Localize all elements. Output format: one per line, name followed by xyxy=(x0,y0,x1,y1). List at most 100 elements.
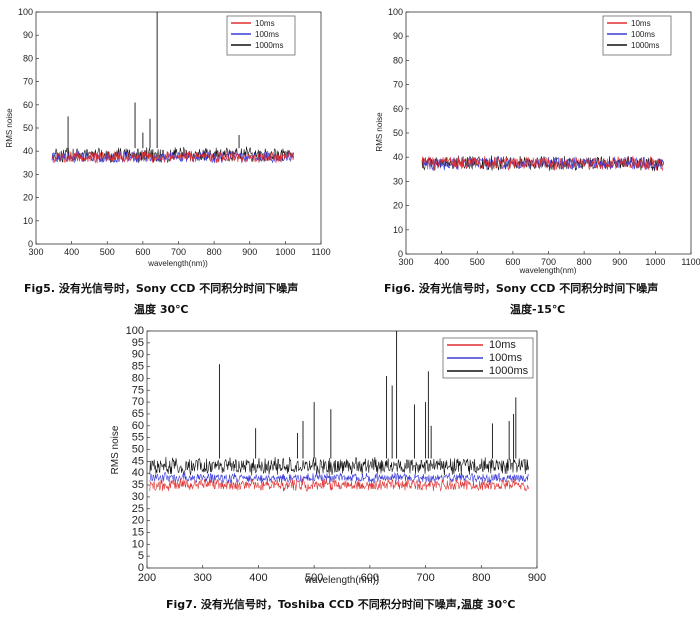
y-tick-label: 20 xyxy=(393,201,403,211)
caption-fig7: Fig7. 没有光信号时，Toshiba CCD 不同积分时间下噪声,温度 30… xyxy=(166,598,516,611)
y-axis-label: RMS noise xyxy=(5,108,14,148)
x-tick-label: 500 xyxy=(305,572,323,584)
x-tick-label: 400 xyxy=(64,247,79,257)
y-tick-label: 10 xyxy=(393,225,403,235)
y-tick-label: 85 xyxy=(132,361,144,373)
x-tick-label: 1000 xyxy=(645,257,665,267)
y-tick-label: 30 xyxy=(393,176,403,186)
y-tick-label: 10 xyxy=(132,538,144,550)
series-line-1000ms xyxy=(149,456,529,476)
x-tick-label: 300 xyxy=(398,257,413,267)
y-tick-label: 40 xyxy=(393,152,403,162)
x-tick-label: 600 xyxy=(361,572,379,584)
x-tick-label: 400 xyxy=(434,257,449,267)
x-tick-label: 600 xyxy=(135,247,150,257)
x-axis-label: wavelength(nm) xyxy=(519,266,577,275)
series-line-1000ms xyxy=(51,146,294,164)
tick-labels: 300 400 500 600 700 800 900 1000 1100 0 10 20 30 40 50… xyxy=(388,7,700,267)
x-axis-label: wavelength(nm)) xyxy=(147,259,208,268)
x-tick-label: 900 xyxy=(242,247,257,257)
y-tick-label: 70 xyxy=(132,396,144,408)
y-tick-label: 15 xyxy=(132,526,144,538)
legend-label: 100ms xyxy=(489,352,523,364)
y-tick-label: 55 xyxy=(132,432,144,444)
y-tick-label: 50 xyxy=(132,444,144,456)
x-tick-label: 800 xyxy=(207,247,222,257)
y-tick-label: 80 xyxy=(132,372,144,384)
x-tick-label: 700 xyxy=(171,247,186,257)
y-tick-label: 75 xyxy=(132,384,144,396)
y-tick-label: 20 xyxy=(132,515,144,527)
legend-label: 10ms xyxy=(489,339,516,351)
legend-label: 100ms xyxy=(631,30,655,39)
x-tick-label: 300 xyxy=(28,247,43,257)
x-tick-label: 900 xyxy=(528,572,546,584)
x-tick-label: 700 xyxy=(541,257,556,267)
y-tick-label: 90 xyxy=(132,349,144,361)
legend-label: 1000ms xyxy=(255,41,283,50)
y-tick-label: 0 xyxy=(398,249,403,259)
y-tick-label: 65 xyxy=(132,408,144,420)
y-tick-label: 100 xyxy=(388,7,403,17)
legend: 10ms 100ms 1000ms xyxy=(602,15,672,56)
series-line-10ms xyxy=(149,477,529,492)
y-tick-label: 100 xyxy=(126,325,144,337)
series-line-100ms xyxy=(149,471,529,484)
y-tick-label: 50 xyxy=(393,128,403,138)
y-tick-label: 25 xyxy=(132,503,144,515)
series-group xyxy=(149,331,529,492)
legend-label: 1000ms xyxy=(631,41,659,50)
legend-label: 10ms xyxy=(631,19,651,28)
x-tick-label: 700 xyxy=(416,572,434,584)
y-tick-label: 60 xyxy=(23,100,33,110)
y-tick-label: 0 xyxy=(138,562,144,574)
y-tick-label: 70 xyxy=(393,80,403,90)
y-tick-label: 70 xyxy=(23,77,33,87)
legend-label: 10ms xyxy=(255,19,275,28)
y-tick-label: 80 xyxy=(23,53,33,63)
x-tick-label: 600 xyxy=(505,257,520,267)
tick-labels: 300 400 500 600 700 800 900 1000 1100 0 10 20 30 40 50… xyxy=(18,7,331,257)
x-tick-label: 300 xyxy=(194,572,212,584)
y-tick-label: 0 xyxy=(28,239,33,249)
x-tick-label: 400 xyxy=(249,572,267,584)
y-tick-label: 60 xyxy=(393,104,403,114)
x-tick-label: 900 xyxy=(612,257,627,267)
y-tick-label: 40 xyxy=(132,467,144,479)
y-tick-label: 35 xyxy=(132,479,144,491)
x-tick-label: 800 xyxy=(472,572,490,584)
y-tick-label: 50 xyxy=(23,123,33,133)
series-line-10ms xyxy=(421,155,664,172)
y-tick-label: 20 xyxy=(23,193,33,203)
y-tick-label: 10 xyxy=(23,216,33,226)
y-tick-label: 30 xyxy=(23,169,33,179)
x-tick-label: 1100 xyxy=(311,247,330,257)
chart-fig5: 300 400 500 600 700 800 900 1000 1100 0 10 20 30 40 50… xyxy=(5,7,331,268)
legend-label: 1000ms xyxy=(489,365,529,377)
x-tick-label: 800 xyxy=(577,257,592,267)
caption-fig6-line2: 温度-15℃ xyxy=(510,303,566,316)
y-tick-label: 95 xyxy=(132,337,144,349)
x-tick-label: 1000 xyxy=(275,247,295,257)
y-tick-label: 45 xyxy=(132,455,144,467)
y-tick-label: 30 xyxy=(132,491,144,503)
y-tick-label: 40 xyxy=(23,146,33,156)
x-tick-label: 500 xyxy=(470,257,485,267)
series-group xyxy=(421,155,664,172)
y-tick-label: 100 xyxy=(18,7,33,17)
x-tick-label: 500 xyxy=(100,247,115,257)
chart-fig6: 300 400 500 600 700 800 900 1000 1100 0 10 20 30 40 50… xyxy=(375,7,700,275)
ticks-group xyxy=(35,11,322,245)
y-tick-label: 80 xyxy=(393,55,403,65)
y-tick-label: 60 xyxy=(132,420,144,432)
tick-labels: 200 300 400 500 600 700 800 900 0510152025303540… xyxy=(126,325,547,584)
y-tick-label: 90 xyxy=(23,30,33,40)
caption-fig5-line1: Fig5. 没有光信号时，Sony CCD 不同积分时间下噪声 xyxy=(24,282,299,295)
y-axis-label: RMS noise xyxy=(375,112,384,152)
caption-fig5-line2: 温度 30℃ xyxy=(134,303,189,316)
ticks-group xyxy=(405,11,692,255)
y-tick-label: 90 xyxy=(393,31,403,41)
